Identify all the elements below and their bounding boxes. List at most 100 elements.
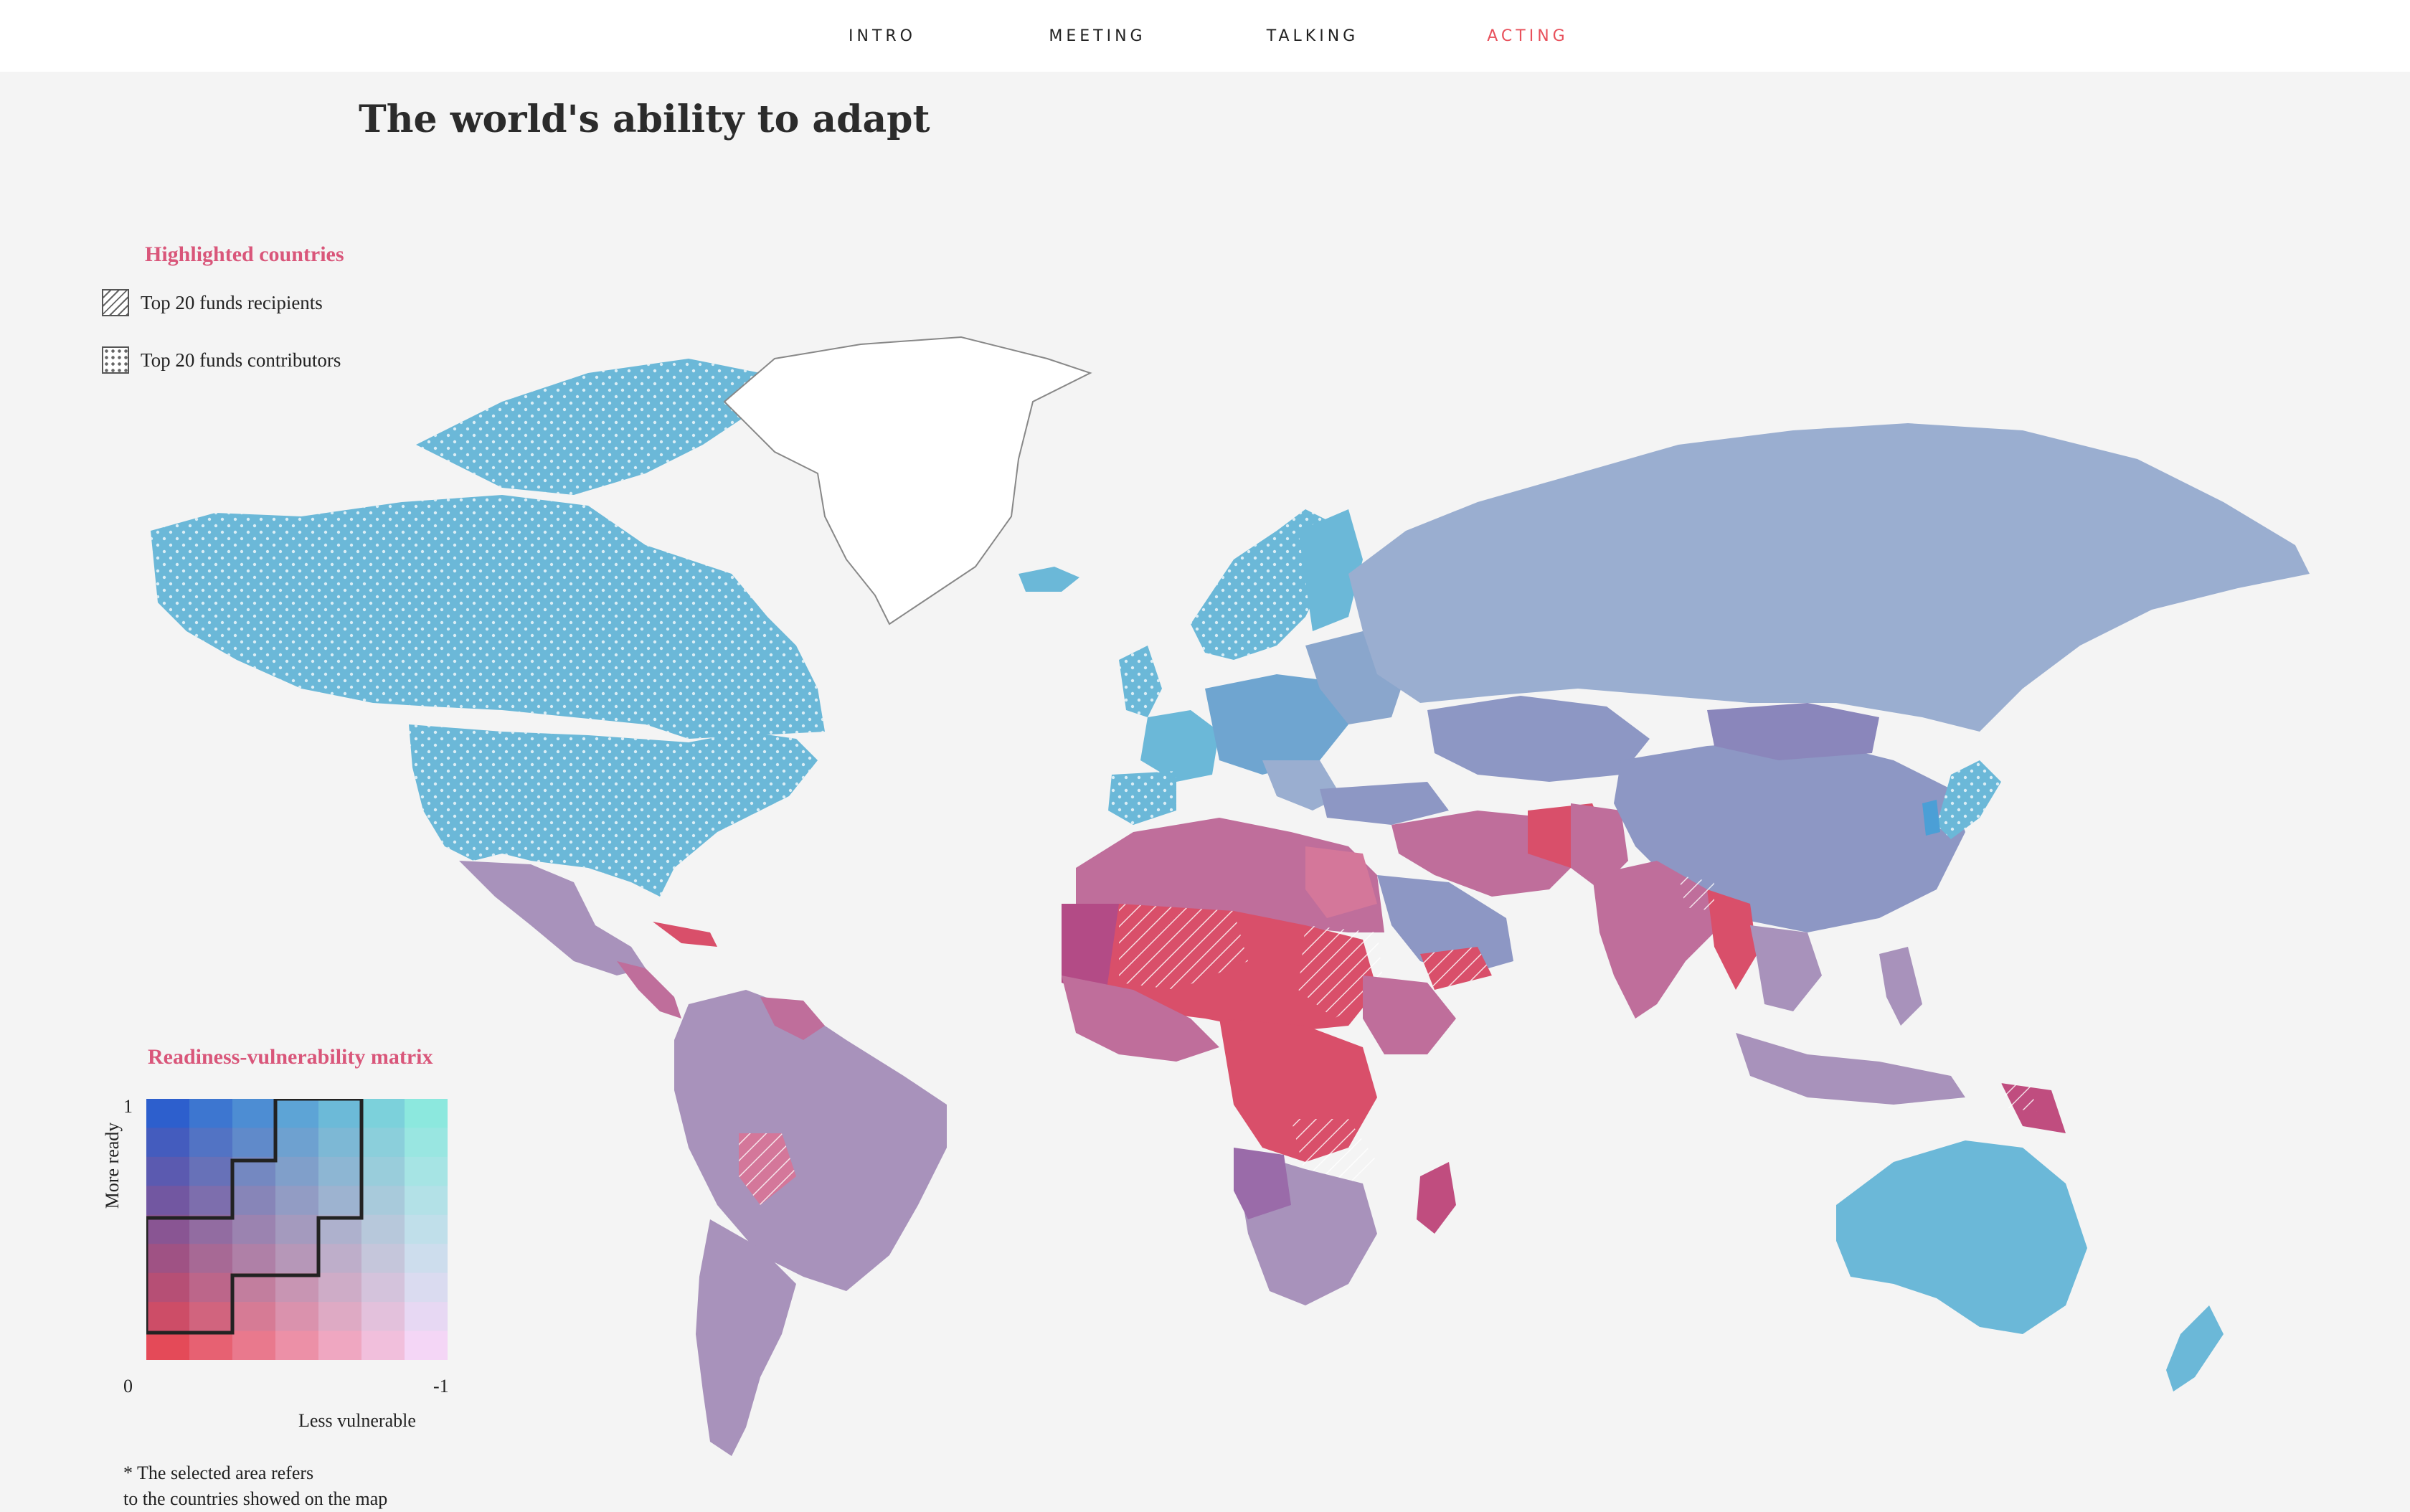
matrix-cell[interactable] — [275, 1156, 319, 1186]
matrix-cell[interactable] — [275, 1244, 319, 1274]
nav-acting[interactable]: ACTING — [1487, 27, 1569, 45]
matrix-cell[interactable] — [318, 1214, 362, 1244]
matrix-cell[interactable] — [405, 1186, 448, 1216]
country-iceland[interactable] — [1019, 567, 1079, 592]
region-scandinavia[interactable] — [1191, 509, 1334, 660]
country-russia[interactable] — [1348, 423, 2310, 732]
matrix-cell[interactable] — [405, 1128, 448, 1158]
matrix-cell[interactable] — [275, 1186, 319, 1216]
matrix-cell[interactable] — [146, 1099, 190, 1128]
matrix-cell[interactable] — [362, 1128, 405, 1158]
matrix-cell[interactable] — [405, 1099, 448, 1128]
matrix-cell[interactable] — [318, 1128, 362, 1158]
matrix-cell[interactable] — [405, 1244, 448, 1274]
matrix-cell[interactable] — [362, 1302, 405, 1332]
country-mongolia[interactable] — [1707, 703, 1879, 760]
country-canada[interactable] — [151, 359, 825, 739]
matrix-cell[interactable] — [318, 1302, 362, 1332]
region-south-america-south[interactable] — [696, 1219, 796, 1456]
country-bangladesh-myanmar[interactable] — [1707, 889, 1757, 990]
country-egypt[interactable] — [1305, 846, 1377, 918]
matrix-cell[interactable] — [405, 1331, 448, 1360]
matrix-cell[interactable] — [318, 1331, 362, 1360]
matrix-cell[interactable] — [362, 1214, 405, 1244]
matrix-cell[interactable] — [405, 1302, 448, 1332]
matrix-cell[interactable] — [318, 1186, 362, 1216]
matrix-cell[interactable] — [318, 1099, 362, 1128]
matrix-cell[interactable] — [232, 1302, 276, 1332]
country-ethiopia[interactable] — [1363, 975, 1456, 1054]
matrix-cell[interactable] — [189, 1186, 233, 1216]
country-kazakhstan[interactable] — [1427, 696, 1650, 782]
matrix-cell[interactable] — [232, 1099, 276, 1128]
region-caribbean[interactable] — [653, 922, 717, 947]
matrix-cell[interactable] — [405, 1214, 448, 1244]
matrix-cell[interactable] — [189, 1128, 233, 1158]
matrix-cell[interactable] — [232, 1214, 276, 1244]
country-turkey[interactable] — [1320, 782, 1449, 825]
matrix-cell[interactable] — [362, 1331, 405, 1360]
country-finland[interactable] — [1298, 509, 1363, 631]
region-balkans[interactable] — [1262, 760, 1341, 811]
country-spain[interactable] — [1108, 771, 1176, 825]
country-usa[interactable] — [409, 724, 818, 897]
matrix-cell[interactable] — [318, 1156, 362, 1186]
matrix-cell[interactable] — [189, 1272, 233, 1303]
matrix-cell[interactable] — [362, 1272, 405, 1303]
matrix-cell[interactable] — [275, 1099, 319, 1128]
region-north-africa[interactable] — [1076, 818, 1384, 932]
matrix-cell[interactable] — [189, 1331, 233, 1360]
region-south-america-north[interactable] — [674, 990, 947, 1291]
matrix-cell[interactable] — [146, 1244, 190, 1274]
matrix-cell[interactable] — [189, 1302, 233, 1332]
matrix-cell[interactable] — [146, 1156, 190, 1186]
country-mexico[interactable] — [459, 861, 646, 975]
matrix-cell[interactable] — [275, 1128, 319, 1158]
matrix-cell[interactable] — [318, 1272, 362, 1303]
matrix-cell[interactable] — [232, 1186, 276, 1216]
matrix-cell[interactable] — [362, 1156, 405, 1186]
matrix-cell[interactable] — [146, 1302, 190, 1332]
matrix-cell[interactable] — [405, 1156, 448, 1186]
country-japan[interactable] — [1937, 760, 2001, 839]
country-south-korea[interactable] — [1922, 800, 1940, 836]
matrix-cell[interactable] — [275, 1272, 319, 1303]
country-france[interactable] — [1140, 710, 1219, 782]
readiness-vulnerability-matrix[interactable] — [146, 1099, 448, 1360]
country-angola[interactable] — [1234, 1148, 1291, 1219]
matrix-cell[interactable] — [189, 1244, 233, 1274]
matrix-cell[interactable] — [232, 1244, 276, 1274]
matrix-cell[interactable] — [232, 1331, 276, 1360]
matrix-cell[interactable] — [232, 1128, 276, 1158]
country-philippines[interactable] — [1879, 947, 1922, 1026]
region-venezuela[interactable] — [760, 997, 825, 1040]
country-greenland[interactable] — [723, 336, 1092, 625]
country-uk[interactable] — [1119, 646, 1162, 717]
matrix-cell[interactable] — [146, 1272, 190, 1303]
country-new-zealand[interactable] — [2166, 1305, 2224, 1391]
matrix-cell[interactable] — [146, 1331, 190, 1360]
nav-intro[interactable]: INTRO — [849, 27, 916, 45]
matrix-cell[interactable] — [189, 1099, 233, 1128]
nav-talking[interactable]: TALKING — [1266, 27, 1359, 45]
country-pakistan[interactable] — [1571, 803, 1628, 889]
matrix-cell[interactable] — [146, 1186, 190, 1216]
country-australia[interactable] — [1836, 1140, 2087, 1334]
country-madagascar[interactable] — [1417, 1162, 1456, 1234]
matrix-cell[interactable] — [146, 1128, 190, 1158]
matrix-cell[interactable] — [362, 1099, 405, 1128]
matrix-cell[interactable] — [362, 1244, 405, 1274]
matrix-cell[interactable] — [232, 1272, 276, 1303]
matrix-cell[interactable] — [146, 1214, 190, 1244]
matrix-cell[interactable] — [275, 1331, 319, 1360]
matrix-cell[interactable] — [318, 1244, 362, 1274]
region-central-europe[interactable] — [1205, 674, 1348, 775]
nav-meeting[interactable]: MEETING — [1049, 27, 1146, 45]
matrix-cell[interactable] — [405, 1272, 448, 1303]
matrix-cell[interactable] — [362, 1186, 405, 1216]
matrix-cell[interactable] — [275, 1214, 319, 1244]
region-west-africa[interactable] — [1062, 975, 1219, 1062]
matrix-cell[interactable] — [189, 1156, 233, 1186]
country-indonesia[interactable] — [1736, 1033, 1965, 1105]
